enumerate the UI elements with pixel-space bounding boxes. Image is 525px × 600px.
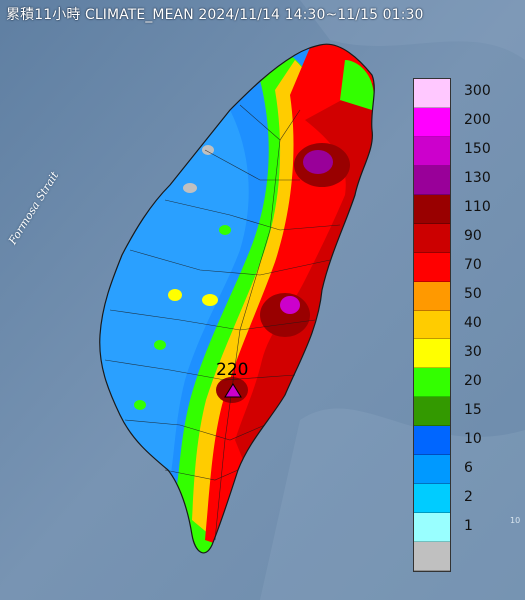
legend-label: 40 (464, 315, 482, 331)
legend-swatch (414, 165, 450, 195)
legend-swatch (414, 194, 450, 224)
legend-swatch (414, 339, 450, 369)
legend-label: 130 (464, 170, 491, 187)
legend-label: 110 (464, 199, 491, 216)
legend-label: 15 (464, 401, 482, 418)
legend-swatch (414, 513, 450, 543)
legend-label: 300 (464, 83, 491, 100)
legend-swatch (414, 79, 450, 108)
map-title: 累積11小時 CLIMATE_MEAN 2024/11/14 14:30~11/… (6, 7, 424, 23)
legend-label: 70 (464, 257, 482, 274)
legend-label: 2 (464, 488, 473, 505)
legend-label: 90 (464, 228, 482, 245)
legend-swatch (414, 281, 450, 311)
corner-label: 10 (510, 516, 521, 525)
legend-label: 20 (464, 372, 482, 389)
legend-swatch (414, 368, 450, 398)
legend-label: 10 (464, 430, 482, 447)
legend-label: 50 (464, 286, 482, 303)
legend-label: 150 (464, 141, 491, 158)
legend-swatch (414, 310, 450, 340)
legend-label: 1 (464, 517, 473, 534)
legend-swatch (414, 426, 450, 456)
legend-label: 30 (464, 343, 482, 360)
legend-swatch (414, 136, 450, 166)
legend-swatch (414, 107, 450, 137)
legend-swatch (414, 455, 450, 485)
legend-swatch (414, 542, 450, 571)
legend-swatch (414, 484, 450, 514)
legend-colorbar (413, 78, 451, 572)
legend-swatch (414, 252, 450, 282)
legend-swatch (414, 397, 450, 427)
legend-swatch (414, 223, 450, 253)
legend-label: 200 (464, 112, 491, 129)
legend-label: 6 (464, 459, 473, 476)
peak-value-label: 220 (216, 360, 249, 380)
